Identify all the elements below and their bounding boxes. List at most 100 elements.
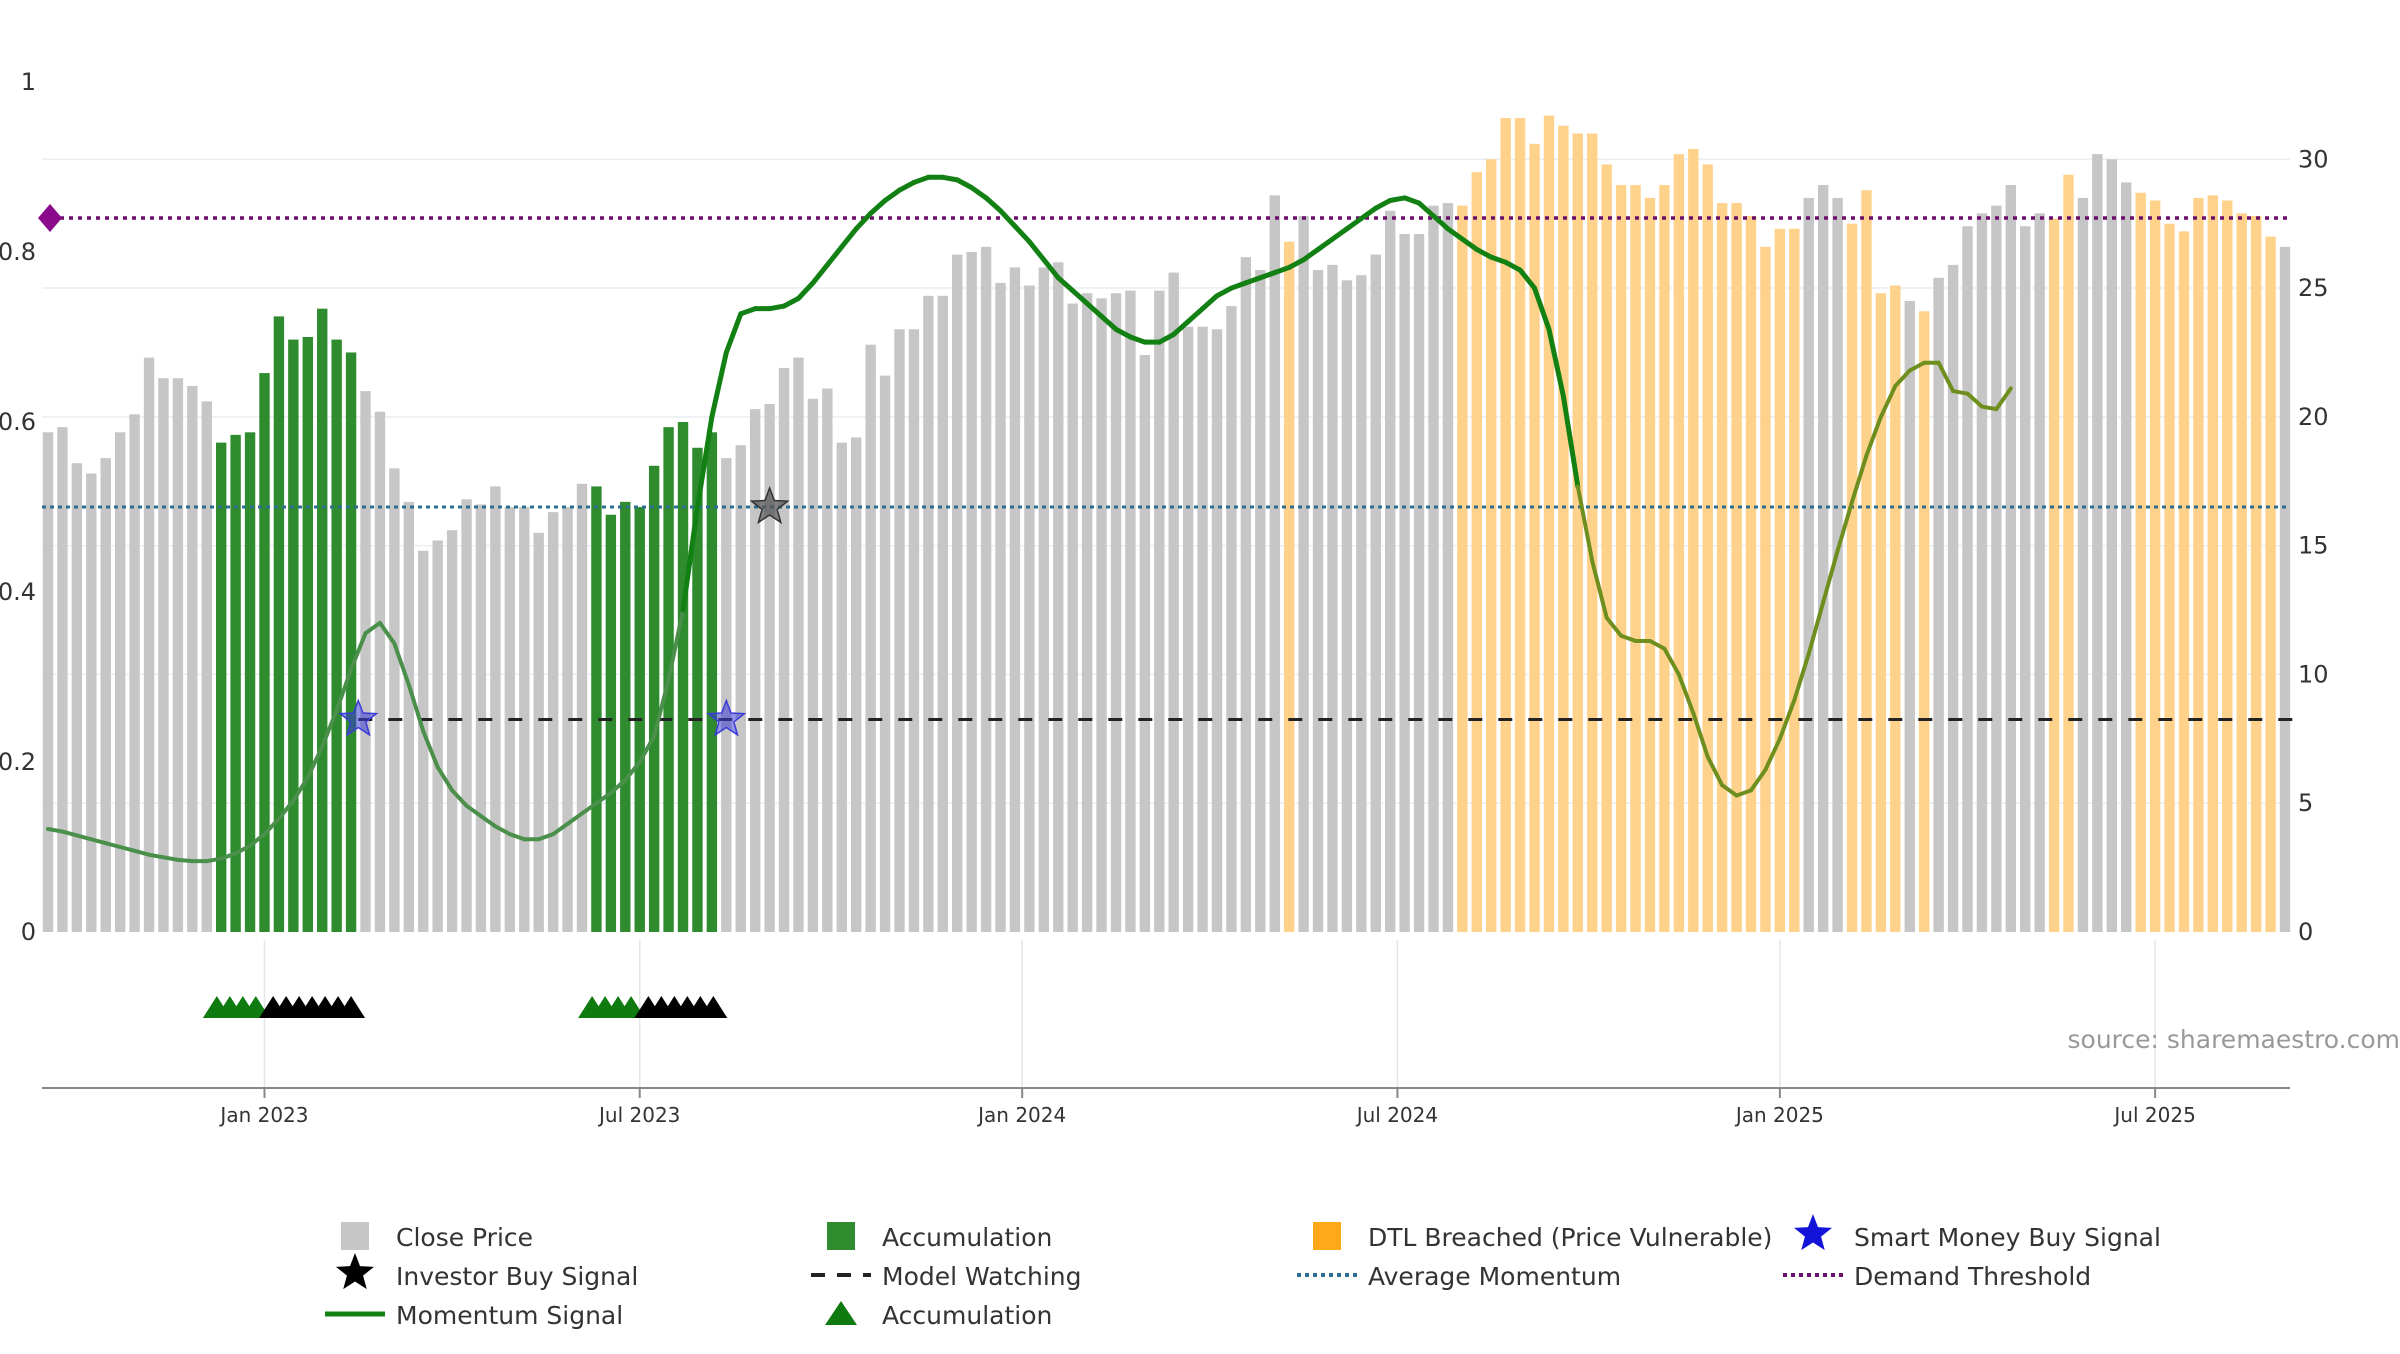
close-price-bar bbox=[404, 502, 414, 932]
accumulation-bar bbox=[620, 502, 630, 932]
legend-star-icon bbox=[1794, 1214, 1832, 1250]
close-price-bar bbox=[822, 389, 832, 932]
dtl-breached-bar bbox=[1616, 185, 1626, 932]
accumulation-bar bbox=[288, 340, 298, 932]
dtl-breached-bar bbox=[1731, 203, 1741, 932]
dtl-breached-bar bbox=[1601, 164, 1611, 932]
close-price-bar bbox=[1270, 195, 1280, 932]
dtl-breached-bar bbox=[1472, 172, 1482, 932]
momentum-signal-segment bbox=[1318, 239, 1332, 249]
left-tick-label: 0.4 bbox=[0, 578, 36, 606]
close-price-bar bbox=[86, 474, 96, 932]
close-price-bar bbox=[1183, 327, 1193, 932]
momentum-signal-segment bbox=[48, 829, 62, 832]
close-price-bar bbox=[909, 329, 919, 932]
legend-item-momentum-signal: Momentum Signal bbox=[325, 1301, 623, 1330]
close-price-bar bbox=[1371, 255, 1381, 932]
dtl-breached-bar bbox=[1674, 154, 1684, 932]
close-price-bar bbox=[938, 296, 948, 932]
legend-item-dtl-breached: DTL Breached (Price Vulnerable) bbox=[1313, 1222, 1772, 1252]
close-price-bar bbox=[808, 399, 818, 932]
legend-label: DTL Breached (Price Vulnerable) bbox=[1368, 1223, 1772, 1252]
momentum-signal-segment bbox=[1332, 229, 1346, 239]
dtl-breached-bar bbox=[2063, 175, 2073, 932]
left-tick-label: 1 bbox=[21, 68, 36, 96]
close-price-bar bbox=[1096, 298, 1106, 932]
close-price-bar bbox=[837, 443, 847, 932]
close-price-bar bbox=[736, 445, 746, 932]
close-price-bar bbox=[851, 437, 861, 932]
right-tick-label: 5 bbox=[2298, 789, 2313, 817]
close-price-bar bbox=[173, 378, 183, 932]
close-price-bar bbox=[1241, 257, 1251, 932]
close-price-bar bbox=[1443, 203, 1453, 932]
momentum-signal-segment bbox=[1203, 296, 1217, 309]
close-price-bar bbox=[1356, 275, 1366, 932]
close-price-bar bbox=[1082, 293, 1092, 932]
close-price-bar bbox=[57, 427, 67, 932]
accumulation-bar bbox=[259, 373, 269, 932]
dtl-breached-bar bbox=[2135, 193, 2145, 932]
close-price-bar bbox=[360, 391, 370, 932]
close-price-bar bbox=[129, 414, 139, 932]
dtl-breached-bar bbox=[1861, 190, 1871, 932]
close-price-bar bbox=[1169, 273, 1179, 932]
legend-item-close-price: Close Price bbox=[341, 1222, 533, 1252]
dtl-breached-bar bbox=[1717, 203, 1727, 932]
close-price-bar bbox=[2020, 226, 2030, 932]
momentum-signal-segment bbox=[149, 855, 163, 858]
dtl-breached-bar bbox=[1659, 185, 1669, 932]
legend-label: Model Watching bbox=[882, 1262, 1082, 1291]
accumulation-bar bbox=[303, 337, 313, 932]
close-price-bar bbox=[447, 530, 457, 932]
dtl-breached-bar bbox=[1775, 229, 1785, 932]
legend-label: Accumulation bbox=[882, 1301, 1052, 1330]
close-price-bar bbox=[1428, 206, 1438, 932]
close-price-bar bbox=[2121, 182, 2131, 932]
close-price-bar bbox=[966, 252, 976, 932]
close-price-bar bbox=[548, 512, 558, 932]
close-price-bar bbox=[1053, 262, 1063, 932]
close-price-bar bbox=[1385, 211, 1395, 932]
x-tick-label: Jul 2024 bbox=[1355, 1103, 1438, 1127]
accumulation-bar bbox=[649, 466, 659, 932]
momentum-signal-segment bbox=[726, 314, 740, 353]
dtl-breached-bar bbox=[1529, 144, 1539, 932]
right-tick-label: 10 bbox=[2298, 660, 2329, 688]
close-price-bar bbox=[1342, 280, 1352, 932]
accumulation-bar bbox=[230, 435, 240, 932]
legend-item-accumulation-marker: Accumulation bbox=[825, 1301, 1052, 1330]
close-price-bar bbox=[952, 255, 962, 932]
dtl-breached-bar bbox=[1544, 115, 1554, 932]
close-price-bar bbox=[432, 540, 442, 932]
legend-label: Average Momentum bbox=[1368, 1262, 1621, 1291]
momentum-signal-segment bbox=[986, 198, 1000, 211]
close-price-bar bbox=[375, 412, 385, 932]
close-price-bar bbox=[461, 499, 471, 932]
momentum-signal-segment bbox=[1001, 211, 1015, 226]
dtl-breached-bar bbox=[1284, 242, 1294, 932]
legend-swatch bbox=[1313, 1222, 1341, 1250]
close-price-bar bbox=[2034, 213, 2044, 932]
x-tick-label: Jul 2025 bbox=[2112, 1103, 2195, 1127]
legend-swatch bbox=[341, 1222, 369, 1250]
dtl-breached-bar bbox=[2251, 216, 2261, 932]
close-price-bar bbox=[1154, 291, 1164, 932]
close-price-bar bbox=[995, 283, 1005, 932]
dtl-breached-bar bbox=[2193, 198, 2203, 932]
legend-item-average-momentum: Average Momentum bbox=[1297, 1262, 1621, 1291]
left-tick-label: 0 bbox=[21, 918, 36, 946]
momentum-signal-segment bbox=[856, 213, 870, 228]
momentum-signal-segment bbox=[207, 859, 221, 862]
dtl-breached-bar bbox=[2237, 213, 2247, 932]
dtl-breached-bar bbox=[1760, 247, 1770, 932]
close-price-bar bbox=[2078, 198, 2088, 932]
close-price-bar bbox=[1905, 301, 1915, 932]
dtl-breached-bar bbox=[1558, 126, 1568, 932]
dtl-breached-bar bbox=[2164, 224, 2174, 932]
close-price-bar bbox=[1977, 213, 1987, 932]
dtl-breached-bar bbox=[1919, 311, 1929, 932]
close-price-bar bbox=[2107, 159, 2117, 932]
close-price-bar bbox=[1818, 185, 1828, 932]
close-price-bar bbox=[1197, 327, 1207, 932]
